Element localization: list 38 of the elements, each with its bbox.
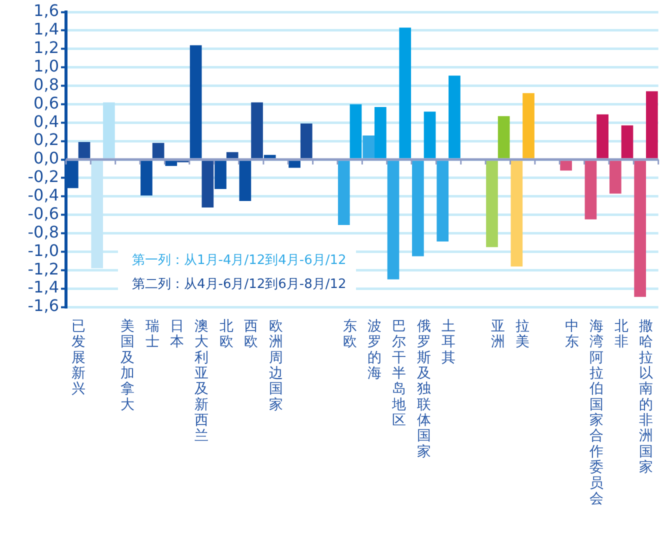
y-tick-label: -0,8	[28, 222, 59, 242]
y-tick-label: -1,6	[28, 296, 59, 316]
y-tick-label: 1,6	[34, 1, 59, 20]
y-tick-label: 1,2	[34, 38, 59, 58]
y-tick-label: -1,4	[28, 278, 59, 297]
x-tick-label: 瑞士	[145, 318, 160, 350]
x-tick-label: 西欧	[244, 318, 258, 350]
y-tick-label: -1,2	[28, 259, 59, 278]
y-tick-label: 1,4	[34, 20, 59, 39]
x-tick-label: 巴尔干半岛地区	[391, 318, 406, 429]
x-tick-label: 欧洲周边国家	[268, 318, 283, 413]
y-tick-label: 0,8	[34, 74, 59, 94]
y-tick-label: -0,4	[28, 186, 59, 205]
x-tick-label: 拉美	[516, 318, 530, 350]
x-tick-label: 土耳其	[442, 318, 456, 366]
y-tick-label: 0,6	[34, 93, 59, 112]
x-tick-label: 澳大利亚及新西兰	[194, 318, 209, 444]
y-tick-label: 0,4	[34, 112, 59, 131]
x-tick-label: 北欧	[219, 318, 234, 350]
y-tick-label: -1,0	[28, 240, 59, 260]
y-tick-label: -0,2	[28, 167, 59, 186]
x-tick-label: 美国及加拿大	[120, 318, 135, 413]
x-tick-label: 波罗的海	[368, 318, 382, 382]
y-tick-label: 0,0	[34, 148, 59, 168]
y-tick-label: 1,0	[34, 56, 59, 76]
x-tick-label: 中东	[564, 318, 579, 350]
x-tick-label: 东欧	[342, 318, 357, 350]
category-label: 撒哈拉以南的非洲国家	[639, 318, 653, 476]
text: 第一列：从1月-4月/12到4月-6月/12	[132, 252, 346, 270]
y-tick-label: 0,2	[34, 130, 59, 150]
category-label: 海湾阿拉伯国家合作委员会	[590, 318, 604, 507]
x-tick-label: 亚洲	[490, 318, 505, 350]
y-tick-label: -0,6	[28, 204, 59, 223]
x-tick-label: 日本	[170, 318, 184, 350]
category-label: 俄罗斯及独联体国家	[416, 318, 431, 460]
x-tick-label: 已发展新兴	[71, 318, 86, 398]
x-tick-label: 北非	[614, 318, 628, 350]
text: 第二列：从4月-6月/12到6月-8月/12	[132, 276, 346, 294]
